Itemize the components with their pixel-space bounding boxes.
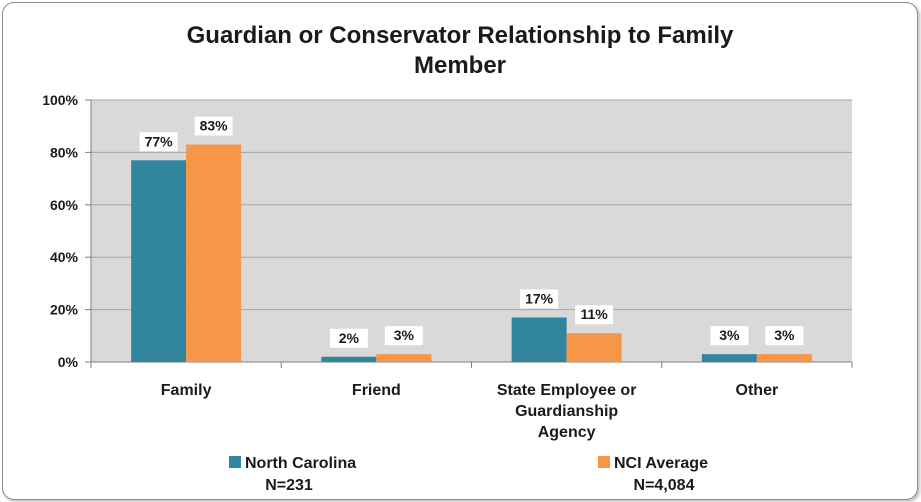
data-label-background (575, 305, 614, 325)
bar (566, 333, 622, 362)
y-tick-label: 0% (58, 354, 79, 370)
y-tick-label: 40% (50, 249, 79, 265)
data-label-background (329, 328, 368, 348)
legend-label: NCI Average (614, 455, 708, 472)
data-label: 3% (774, 327, 795, 343)
data-label-background (710, 326, 749, 346)
data-label: 3% (719, 327, 740, 343)
category-label: Family (161, 382, 212, 399)
data-label: 11% (581, 306, 609, 322)
data-label: 2% (339, 330, 360, 346)
chart-title: Member (414, 52, 506, 79)
legend-swatch (229, 456, 241, 468)
category-label: Other (736, 382, 779, 399)
data-label-background (139, 132, 178, 152)
legend-sample-size: N=231 (265, 477, 313, 494)
legend-sample-size: N=4,084 (634, 477, 695, 494)
y-tick-label: 60% (50, 197, 79, 213)
data-label: 83% (200, 118, 229, 134)
data-label: 17% (525, 290, 554, 306)
bar (321, 356, 377, 362)
data-label: 77% (145, 133, 174, 149)
category-label: Friend (352, 382, 401, 399)
data-label-background (194, 116, 233, 136)
y-tick-label: 20% (50, 302, 79, 318)
chart-title: Guardian or Conservator Relationship to … (187, 22, 734, 49)
y-tick-label: 100% (42, 92, 78, 108)
data-label: 3% (394, 327, 415, 343)
legend-swatch (598, 456, 610, 468)
y-tick-label: 80% (50, 144, 79, 160)
bar (376, 354, 432, 362)
bar (756, 354, 812, 362)
data-label-background (520, 289, 559, 309)
bar (131, 160, 187, 362)
category-label: State Employee or (497, 382, 637, 399)
bar (511, 317, 567, 362)
data-label-background (765, 326, 804, 346)
data-label-background (384, 326, 423, 346)
legend-label: North Carolina (245, 455, 356, 472)
bar (701, 354, 757, 362)
category-label: Guardianship (515, 403, 618, 420)
category-label: Agency (538, 424, 596, 441)
bar (186, 144, 242, 362)
